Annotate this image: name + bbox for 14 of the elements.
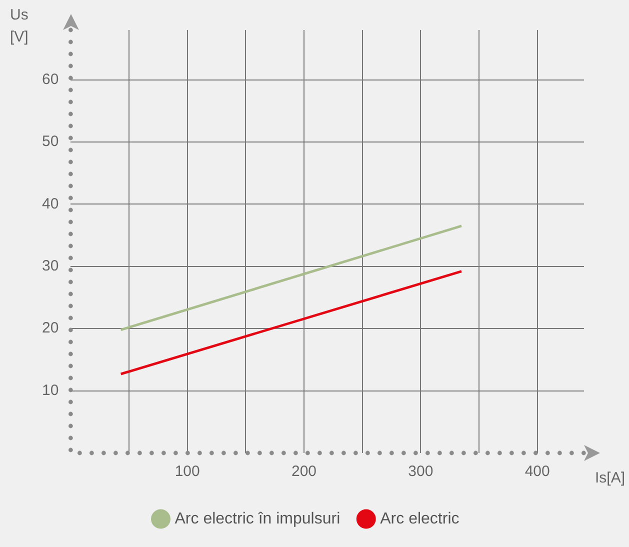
y-tick-label: 50	[42, 133, 59, 150]
y-tick-label: 30	[42, 258, 59, 275]
y-tick-label: 40	[42, 195, 59, 212]
x-tick-label: 200	[291, 463, 317, 480]
x-tick-label: 400	[524, 463, 550, 480]
x-tick-label: 300	[408, 463, 434, 480]
y-tick-label: 60	[42, 70, 59, 88]
y-axis-title: Us [V]	[10, 6, 28, 46]
legend-label: Arc electric	[380, 510, 460, 528]
x-tick-label: 100	[174, 463, 200, 480]
legend-label: Arc electric în impulsuri	[174, 510, 340, 528]
x-axis-title: Is[A]	[594, 470, 625, 487]
y-tick-label: 10	[42, 382, 59, 399]
y-tick-label: 20	[42, 320, 59, 337]
